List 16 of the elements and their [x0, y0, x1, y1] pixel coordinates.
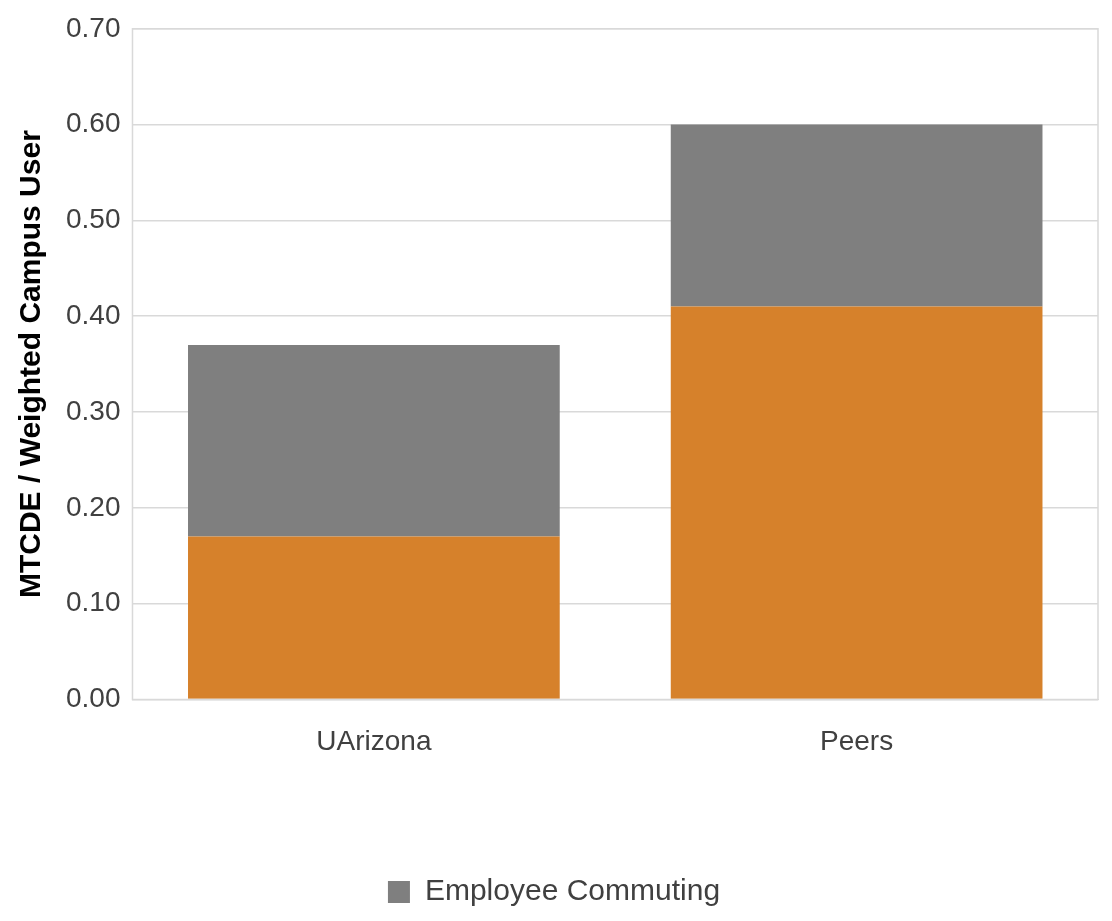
y-tick-label: 0.50: [66, 203, 121, 235]
bar: [188, 344, 560, 537]
bar: [188, 536, 560, 699]
bar: [670, 306, 1043, 699]
y-tick-label: 0.40: [66, 298, 121, 330]
y-tick-label: 0.20: [66, 490, 121, 522]
x-tick-label: UArizona: [316, 724, 432, 756]
y-tick-label: 0.30: [66, 394, 121, 426]
y-tick-label: 0.00: [66, 682, 121, 714]
x-tick-label: Peers: [820, 724, 894, 756]
y-tick-label: 0.10: [66, 586, 121, 618]
legend-label: Employee Commuting: [424, 873, 721, 907]
y-tick-label: 0.70: [66, 11, 121, 43]
bar: [670, 124, 1043, 307]
y-axis-title: MTCDE / Weighted Campus User: [13, 129, 47, 599]
y-tick-label: 0.60: [66, 107, 121, 139]
